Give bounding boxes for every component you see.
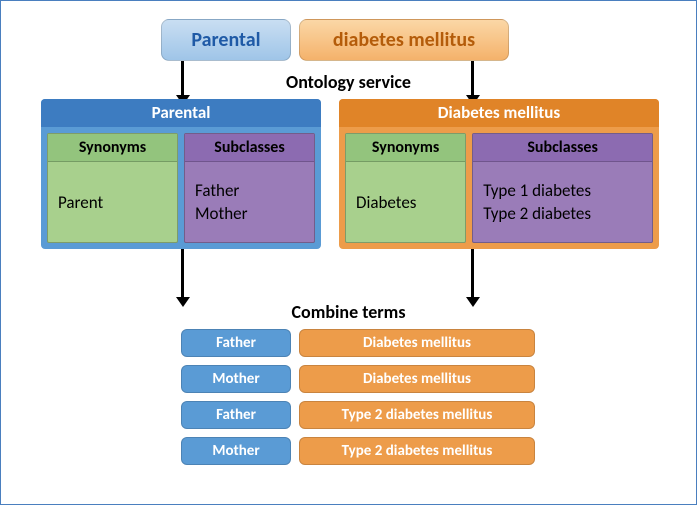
list-item: Father <box>195 180 304 201</box>
combine-term-right: Diabetes mellitus <box>299 365 535 393</box>
list-item: Mother <box>195 203 304 224</box>
combine-term-left: Mother <box>181 437 291 465</box>
list-item: Parent <box>58 192 167 213</box>
arrow-icon <box>181 249 184 299</box>
subbox-body: Parent <box>48 162 177 242</box>
arrow-icon <box>471 249 474 299</box>
diagram-canvas: Parental diabetes mellitus Ontology serv… <box>0 0 697 505</box>
combine-term-left: Father <box>181 329 291 357</box>
subbox-body: Father Mother <box>185 162 314 242</box>
subbox-title: Synonyms <box>48 134 177 162</box>
combine-row: Mother Diabetes mellitus <box>181 365 535 393</box>
synonyms-box: Synonyms Parent <box>47 133 178 243</box>
subbox-title: Synonyms <box>346 134 465 162</box>
combine-term-right: Type 2 diabetes mellitus <box>299 437 535 465</box>
term-pill-diabetes: diabetes mellitus <box>299 19 509 61</box>
combine-row: Father Diabetes mellitus <box>181 329 535 357</box>
panel-title: Parental <box>41 99 321 127</box>
ontology-panel-diabetes: Diabetes mellitus Synonyms Diabetes Subc… <box>339 99 659 249</box>
term-pill-label: diabetes mellitus <box>333 28 475 52</box>
list-item: Type 1 diabetes <box>483 180 642 201</box>
combine-term-left: Father <box>181 401 291 429</box>
section-label-combine: Combine terms <box>1 301 696 323</box>
term-pill-parental: Parental <box>161 19 291 61</box>
ontology-panel-parental: Parental Synonyms Parent Subclasses Fath… <box>41 99 321 249</box>
list-item: Type 2 diabetes <box>483 203 642 224</box>
combine-row: Mother Type 2 diabetes mellitus <box>181 437 535 465</box>
subbox-body: Diabetes <box>346 162 465 242</box>
section-label-ontology: Ontology service <box>1 71 696 93</box>
subbox-title: Subclasses <box>473 134 652 162</box>
subclasses-box: Subclasses Type 1 diabetes Type 2 diabet… <box>472 133 653 243</box>
subbox-body: Type 1 diabetes Type 2 diabetes <box>473 162 652 242</box>
combine-row: Father Type 2 diabetes mellitus <box>181 401 535 429</box>
subbox-title: Subclasses <box>185 134 314 162</box>
list-item: Diabetes <box>356 192 455 213</box>
term-pill-label: Parental <box>191 28 260 52</box>
combine-term-right: Type 2 diabetes mellitus <box>299 401 535 429</box>
combine-term-left: Mother <box>181 365 291 393</box>
subclasses-box: Subclasses Father Mother <box>184 133 315 243</box>
panel-title: Diabetes mellitus <box>339 99 659 127</box>
synonyms-box: Synonyms Diabetes <box>345 133 466 243</box>
combine-term-right: Diabetes mellitus <box>299 329 535 357</box>
